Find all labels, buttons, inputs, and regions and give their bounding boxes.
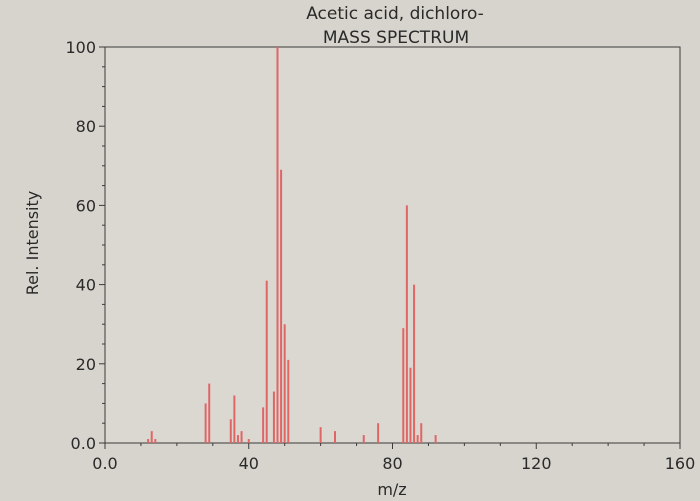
y-axis-label: Rel. Intensity [23,191,42,296]
spectrum-peaks [147,47,437,443]
x-tick-label: 40 [239,454,259,473]
plot-area [104,46,681,444]
x-tick-label: 120 [521,454,552,473]
y-axis-ticks: 0.0 20 40 60 80 100 [65,38,105,453]
chart-title: Acetic acid, dichloro- [306,4,484,24]
chart-subtitle: MASS SPECTRUM [323,28,469,48]
y-tick-label: 0.0 [71,434,96,453]
x-axis-ticks: 0.0 40 80 120 160 [92,443,695,473]
x-tick-label: 80 [382,454,402,473]
y-tick-label: 60 [76,196,96,215]
y-tick-label: 20 [76,355,96,374]
x-tick-label: 160 [665,454,696,473]
x-tick-label: 0.0 [92,454,117,473]
y-tick-label: 40 [76,276,96,295]
x-axis-label: m/z [377,480,406,499]
y-tick-label: 100 [65,38,96,57]
y-tick-label: 80 [76,117,96,136]
